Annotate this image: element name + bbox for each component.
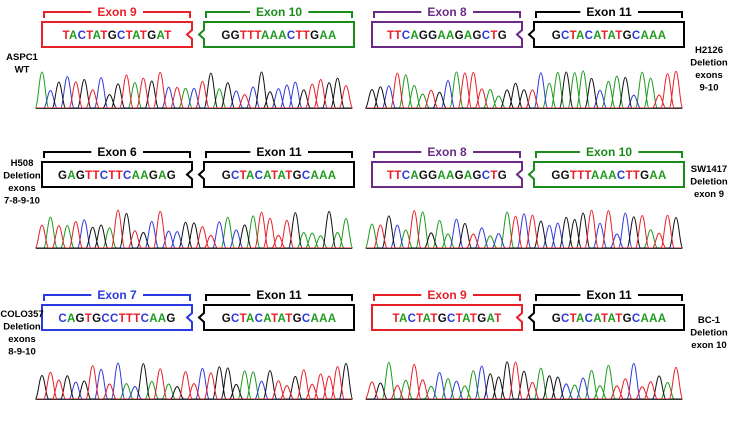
panel-6: Exon 9 TACTATGCTATGAT Exon 11 GCTACATATGCAA… xyxy=(364,287,728,400)
exon-label: Exon 11 xyxy=(586,288,632,302)
exon-label: Exon 8 xyxy=(427,5,467,19)
chromatogram-trace-T xyxy=(34,209,352,249)
exon-sequence: GCTACATATGCAAA xyxy=(552,313,667,325)
chromatogram-trace-C xyxy=(366,72,682,109)
exon-label: Exon 10 xyxy=(256,5,302,19)
sample-label: COLO357 Deletion exons 8-9-10 xyxy=(0,309,43,358)
exon-box xyxy=(371,161,523,188)
exon-label: Exon 7 xyxy=(97,288,137,302)
sample-label: BC-1 Deletion exon 10 xyxy=(690,315,728,351)
exon-sequence: TTCAGGAAGAGCTG xyxy=(387,170,507,182)
chromatogram-trace-G xyxy=(34,362,354,400)
panel-2: Exon 8 TTCAGGAAGAGCTG Exon 11 GCTACATATGCAA… xyxy=(364,4,728,109)
chromatogram-trace-T xyxy=(366,209,682,249)
exon-sequence: GCTACATATGCAAA xyxy=(552,30,667,42)
exon-box xyxy=(41,21,193,48)
exon-sequence: GGTTTAAACTTGAA xyxy=(551,170,666,182)
exon-box xyxy=(527,161,685,188)
exon-label: Exon 9 xyxy=(97,5,137,19)
panel-3: Exon 6 GAGTTCTTCAAGAG Exon 11 GCTACATATGCAA… xyxy=(3,144,355,249)
exon-box xyxy=(197,304,355,331)
exon-box xyxy=(527,304,685,331)
exon-box xyxy=(41,304,193,331)
chromatogram-trace-G xyxy=(36,210,352,249)
exon-box xyxy=(41,161,193,188)
exon-sequence: GAGTTCTTCAAGAG xyxy=(58,170,176,182)
exon-label: Exon 11 xyxy=(256,288,302,302)
panel-5: Exon 7 CAGTGCCTTTCAAG Exon 11 GCTACATATGCAA… xyxy=(0,287,355,400)
exon-sequence: TACTATGCTATGAT xyxy=(62,30,171,42)
chromatogram-trace-T xyxy=(36,71,354,109)
exon-label: Exon 10 xyxy=(586,145,632,159)
exon-sequence: GGTTTAAACTTGAA xyxy=(221,30,336,42)
chromatogram-trace-T xyxy=(364,361,684,400)
exon-label: Exon 6 xyxy=(97,145,137,159)
exon-box xyxy=(371,304,523,331)
exon-label: Exon 11 xyxy=(586,5,632,19)
chromatogram-trace-T xyxy=(366,70,684,109)
sample-label: ASPC1 WT xyxy=(6,52,38,76)
exon-sequence: GCTACATATGCAAA xyxy=(222,170,337,182)
chromatogram-trace-G xyxy=(36,71,352,109)
exon-sequence: TACTATGCTATGAT xyxy=(392,313,501,325)
sample-label: H508 Deletion exons 7-8-9-10 xyxy=(3,158,41,207)
chromatogram-trace-C xyxy=(366,362,682,400)
chromatogram-trace-G xyxy=(366,212,684,249)
chromatogram-trace-T xyxy=(36,365,352,400)
exon-label: Exon 11 xyxy=(256,145,302,159)
exon-box xyxy=(197,161,355,188)
exon-label: Exon 9 xyxy=(427,288,467,302)
chromatogram-trace-A xyxy=(36,370,352,400)
exon-box xyxy=(371,21,523,48)
sample-label: H2126 Deletion exons 9-10 xyxy=(690,45,728,94)
exon-label: Exon 8 xyxy=(427,145,467,159)
exon-sequence: CAGTGCCTTTCAAG xyxy=(58,313,175,325)
chromatogram-trace-A xyxy=(366,361,682,400)
chromatogram-trace-G xyxy=(364,71,682,109)
exon-sequence: TTCAGGAAGAGCTG xyxy=(387,30,507,42)
chromatogram-trace-G xyxy=(366,361,682,400)
exon-box xyxy=(197,21,355,48)
panel-1: Exon 9 TACTATGCTATGAT Exon 10 GGTTTAAACTTGA… xyxy=(6,4,355,109)
exon-box xyxy=(527,21,685,48)
sample-label: SW1417 Deletion exon 9 xyxy=(690,164,728,200)
panel-4: Exon 8 TTCAGGAAGAGCTG Exon 10 GGTTTAAACTTGA… xyxy=(364,144,728,249)
exon-sequence: GCTACATATGCAAA xyxy=(222,313,337,325)
